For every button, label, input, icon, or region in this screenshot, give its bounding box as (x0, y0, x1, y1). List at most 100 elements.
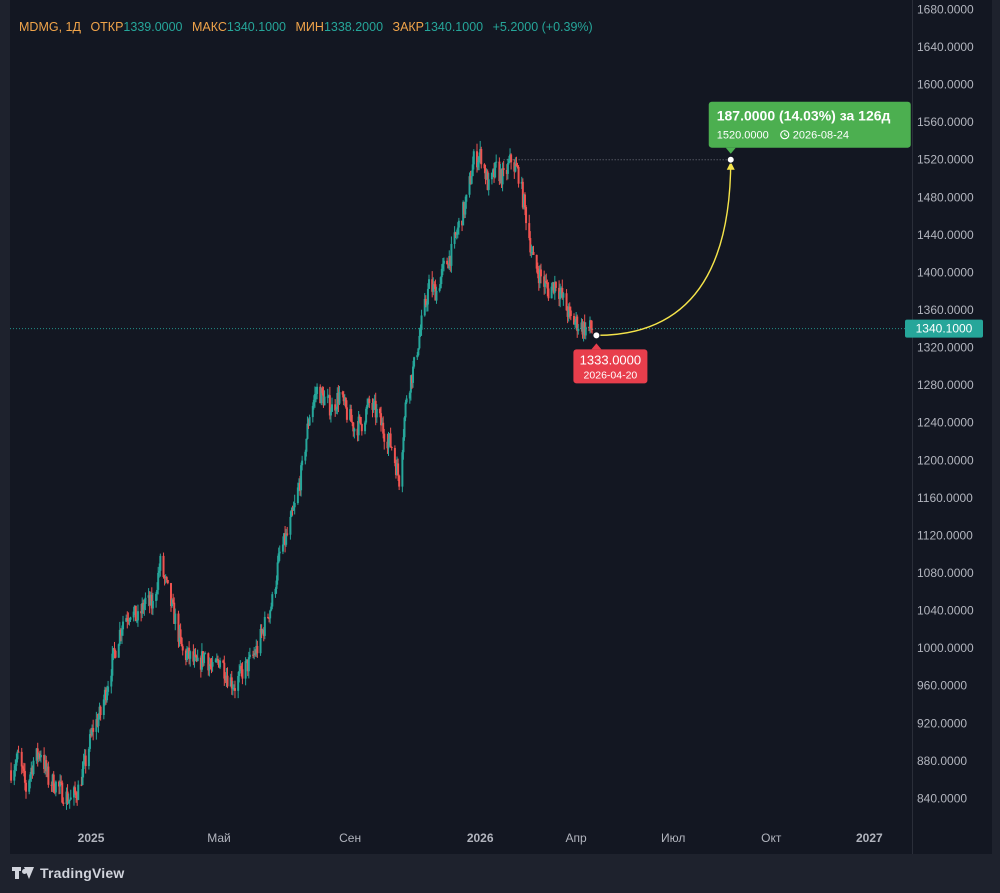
candle-body-2024-12-23 (80, 784, 83, 786)
candle-body-2025-05-15 (232, 688, 235, 690)
candle-body-2026-01-22 (501, 168, 504, 185)
x-tick-2027: 2027 (856, 831, 883, 845)
clock-hands-icon (784, 132, 787, 137)
candle-body-2025-09-03 (351, 421, 354, 423)
candle-body-2025-04-09 (194, 655, 197, 657)
candle-body-2025-05-08 (225, 675, 228, 681)
candle-body-2025-02-26 (149, 594, 152, 606)
price-tags: 1340.1000 (905, 319, 983, 338)
candle-body-2025-06-23 (274, 588, 277, 595)
candle-body-2025-12-22 (468, 176, 471, 195)
candle-body-2026-03-04 (545, 280, 548, 284)
target-headline: 187.0000 (14.03%) за 126д (717, 108, 891, 124)
candle-body-2025-12-05 (450, 243, 453, 266)
candle-body-2024-12-09 (65, 791, 68, 805)
candle-body-2025-09-26 (375, 408, 378, 418)
start-box-pointer (591, 343, 602, 350)
candle-body-2026-04-09 (583, 322, 586, 336)
candle-body-2026-02-20 (532, 251, 535, 255)
start-box (573, 349, 648, 384)
y-tick-1080.0000: 1080.0000 (917, 566, 974, 580)
candle-body-2025-09-30 (380, 413, 383, 426)
candle-body-2025-07-30 (313, 394, 316, 400)
candle-body-2025-09-24 (373, 400, 376, 403)
candle-body-2025-11-28 (442, 260, 445, 264)
candle-body-2025-10-22 (403, 417, 406, 438)
candle-body-2025-02-07 (129, 617, 132, 620)
candle-body-2025-01-13 (102, 699, 105, 716)
candle-body-2025-05-09 (226, 675, 229, 687)
candle-body-2026-02-03 (514, 163, 517, 172)
candle-body-2025-07-18 (301, 460, 304, 466)
candle-body-2025-03-03 (155, 593, 158, 601)
candle-body-2025-06-12 (262, 629, 265, 636)
candle-body-2025-06-10 (260, 629, 263, 633)
candle-body-2025-08-20 (336, 392, 339, 410)
symbol-label[interactable]: MDMG, 1Д (19, 20, 81, 34)
candle-body-2025-02-13 (135, 620, 138, 622)
candle-body-2025-08-18 (334, 404, 337, 411)
price-axis[interactable] (912, 0, 992, 854)
candle-body-2025-12-01 (446, 260, 449, 265)
candle-body-2026-02-02 (513, 162, 516, 172)
candle-body-2025-12-12 (457, 220, 460, 228)
candle-body-2025-08-19 (335, 409, 338, 411)
candle-body-2025-02-14 (136, 611, 139, 621)
candle-body-2025-03-25 (178, 629, 181, 642)
candle-body-2025-07-02 (284, 533, 287, 545)
candle-body-2025-04-24 (210, 666, 213, 668)
candle-body-2024-12-06 (62, 802, 65, 805)
candle-body-2025-12-04 (449, 256, 452, 266)
y-tick-880.0000: 880.0000 (917, 754, 967, 768)
candle-body-2025-11-05 (418, 335, 421, 349)
low-value: 1338.2000 (323, 20, 384, 34)
candle-body-2025-08-25 (341, 392, 344, 395)
candle-body-2026-04-14 (589, 320, 592, 328)
candle-body-2025-04-14 (199, 657, 202, 670)
candle-body-2025-05-01 (217, 660, 220, 668)
candle-body-2025-04-30 (216, 658, 219, 661)
candle-body-2025-03-19 (172, 599, 175, 603)
candle-body-2026-02-05 (516, 166, 519, 168)
candle-body-2025-04-17 (203, 653, 206, 664)
y-tick-920.0000: 920.0000 (917, 716, 967, 730)
clock-icon (780, 130, 790, 140)
projection-end-point (726, 155, 735, 164)
candle-body-2025-04-23 (209, 664, 212, 667)
candle-body-2025-11-18 (432, 284, 435, 292)
candle-body-2025-08-21 (337, 392, 340, 404)
current-price-label: 1340.1000 (916, 322, 973, 336)
candle-body-2025-02-10 (132, 611, 135, 618)
candle-body-2025-02-05 (127, 620, 130, 622)
candle-body-2025-01-24 (114, 650, 117, 658)
candle-body-2025-07-07 (289, 516, 292, 535)
candle-body-2025-05-23 (241, 669, 244, 679)
candle-body-2025-08-07 (322, 393, 325, 406)
candle-body-2025-06-26 (277, 553, 280, 563)
candle-body-2025-09-16 (365, 408, 368, 423)
y-tick-1440.0000: 1440.0000 (917, 228, 974, 242)
candle-body-2025-03-05 (157, 572, 160, 590)
y-tick-1360.0000: 1360.0000 (917, 303, 974, 317)
candle-body-2025-06-09 (259, 629, 262, 654)
y-tick-1600.0000: 1600.0000 (917, 78, 974, 92)
x-axis-ticks: 2025 Май Сен 2026 Апр Июл Окт 2027 (78, 831, 883, 845)
tradingview-logo-icon[interactable] (12, 866, 34, 880)
candle-body-2025-11-06 (419, 329, 422, 336)
candle-body-2025-10-07 (387, 439, 390, 449)
candle-body-2024-11-07 (31, 767, 34, 775)
x-tick-2025: 2025 (78, 831, 105, 845)
candle-body-2025-02-19 (142, 603, 145, 610)
candle-body-2025-07-24 (307, 423, 310, 426)
brand-name[interactable]: TradingView (40, 865, 125, 881)
candle-body-2025-05-14 (231, 688, 234, 690)
candle-body-2024-12-02 (58, 781, 61, 787)
candle-body-2025-04-01 (185, 652, 188, 661)
candle-body-2025-07-16 (299, 483, 302, 491)
candle-body-2025-04-10 (195, 655, 198, 662)
candle-body-2025-08-08 (323, 396, 326, 406)
candle-body-2025-02-12 (134, 605, 137, 622)
y-tick-1040.0000: 1040.0000 (917, 604, 974, 618)
candle-body-2026-03-02 (543, 276, 546, 287)
candle-body-2025-10-13 (393, 448, 396, 463)
